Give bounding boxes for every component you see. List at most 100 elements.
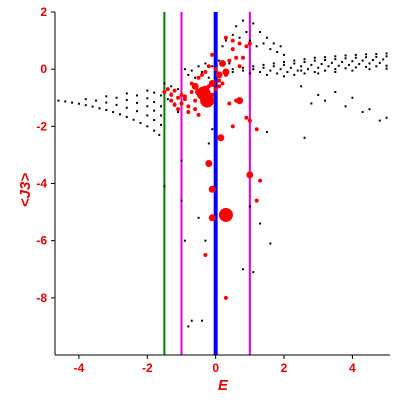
point-0-18	[105, 101, 108, 104]
point-1-19	[227, 58, 232, 63]
point-0-111	[279, 68, 282, 71]
point-0-48	[187, 73, 190, 76]
point-0-174	[248, 205, 251, 208]
point-1-21	[234, 55, 239, 60]
point-0-16	[84, 98, 87, 101]
point-0-0	[57, 99, 60, 102]
point-0-119	[361, 59, 364, 62]
point-0-96	[272, 65, 275, 68]
point-0-26	[115, 96, 118, 99]
point-0-104	[354, 56, 357, 59]
point-2-6	[215, 71, 223, 79]
point-0-8	[112, 111, 115, 114]
point-1-10	[196, 75, 201, 80]
point-0-123	[276, 72, 279, 75]
point-0-173	[200, 319, 203, 322]
x-tick-label-2: 0	[212, 361, 219, 375]
point-0-131	[358, 63, 361, 66]
point-1-23	[241, 55, 246, 60]
point-0-23	[153, 119, 156, 122]
point-0-115	[320, 63, 323, 66]
point-0-118	[351, 60, 354, 63]
point-1-7	[186, 104, 191, 109]
point-0-36	[159, 105, 162, 108]
point-0-138	[324, 69, 327, 72]
point-0-112	[289, 66, 292, 69]
point-0-7	[105, 109, 108, 112]
point-1-28	[237, 41, 242, 46]
point-0-89	[365, 53, 368, 56]
point-0-43	[177, 88, 180, 91]
point-0-122	[265, 73, 268, 76]
point-0-136	[303, 72, 306, 75]
point-1-53	[196, 112, 201, 117]
point-3-1	[200, 93, 215, 108]
point-0-22	[146, 114, 149, 117]
point-0-30	[153, 109, 156, 112]
point-0-46	[177, 111, 180, 114]
data-points	[57, 19, 388, 328]
point-0-137	[313, 71, 316, 74]
point-2-12	[208, 185, 216, 193]
point-0-92	[231, 71, 234, 74]
point-0-5	[91, 105, 94, 108]
point-2-7	[219, 59, 226, 67]
point-0-33	[136, 94, 139, 97]
point-0-110	[269, 69, 272, 72]
point-1-0	[162, 90, 167, 95]
point-0-158	[385, 116, 388, 119]
point-1-11	[199, 72, 204, 77]
point-0-57	[221, 45, 224, 48]
point-0-34	[146, 97, 149, 100]
point-2-11	[205, 159, 213, 167]
series-0	[57, 19, 388, 328]
point-0-129	[337, 64, 340, 67]
point-1-52	[193, 107, 198, 112]
point-0-176	[269, 242, 272, 245]
y-tick-label-2: -2	[36, 119, 47, 133]
point-1-54	[230, 124, 235, 129]
point-0-83	[303, 58, 306, 61]
point-0-66	[252, 22, 255, 25]
point-0-103	[344, 57, 347, 60]
point-1-17	[220, 81, 225, 86]
point-0-9	[118, 113, 121, 116]
point-0-61	[235, 25, 238, 28]
point-0-150	[385, 67, 388, 70]
point-0-145	[300, 69, 303, 72]
point-0-77	[242, 66, 245, 69]
point-0-65	[248, 39, 251, 42]
point-1-32	[179, 92, 184, 97]
point-0-101	[324, 59, 327, 62]
point-1-51	[186, 110, 191, 115]
point-0-94	[252, 68, 255, 71]
point-0-75	[283, 53, 286, 56]
point-1-1	[165, 87, 170, 92]
x-axis-ticks: -4 -2 0 2 4	[74, 355, 356, 375]
point-1-2	[169, 92, 174, 97]
point-0-179	[187, 325, 190, 328]
point-0-149	[368, 68, 371, 71]
point-0-51	[197, 65, 200, 68]
point-1-55	[247, 118, 252, 123]
point-0-148	[351, 69, 354, 72]
point-1-50	[223, 295, 228, 300]
point-0-42	[170, 85, 173, 88]
point-0-31	[159, 114, 162, 117]
point-0-178	[252, 271, 255, 274]
point-0-86	[334, 55, 337, 58]
point-0-88	[354, 53, 357, 56]
point-0-130	[347, 63, 350, 66]
point-0-64	[245, 31, 248, 34]
point-0-55	[211, 65, 214, 68]
point-0-113	[300, 65, 303, 68]
point-1-25	[247, 41, 252, 46]
point-0-117	[341, 61, 344, 64]
point-0-143	[375, 65, 378, 68]
point-0-58	[224, 39, 227, 42]
point-0-25	[105, 95, 108, 98]
point-0-62	[238, 36, 241, 39]
point-0-98	[293, 62, 296, 65]
point-0-59	[228, 62, 231, 65]
point-1-48	[254, 198, 259, 203]
